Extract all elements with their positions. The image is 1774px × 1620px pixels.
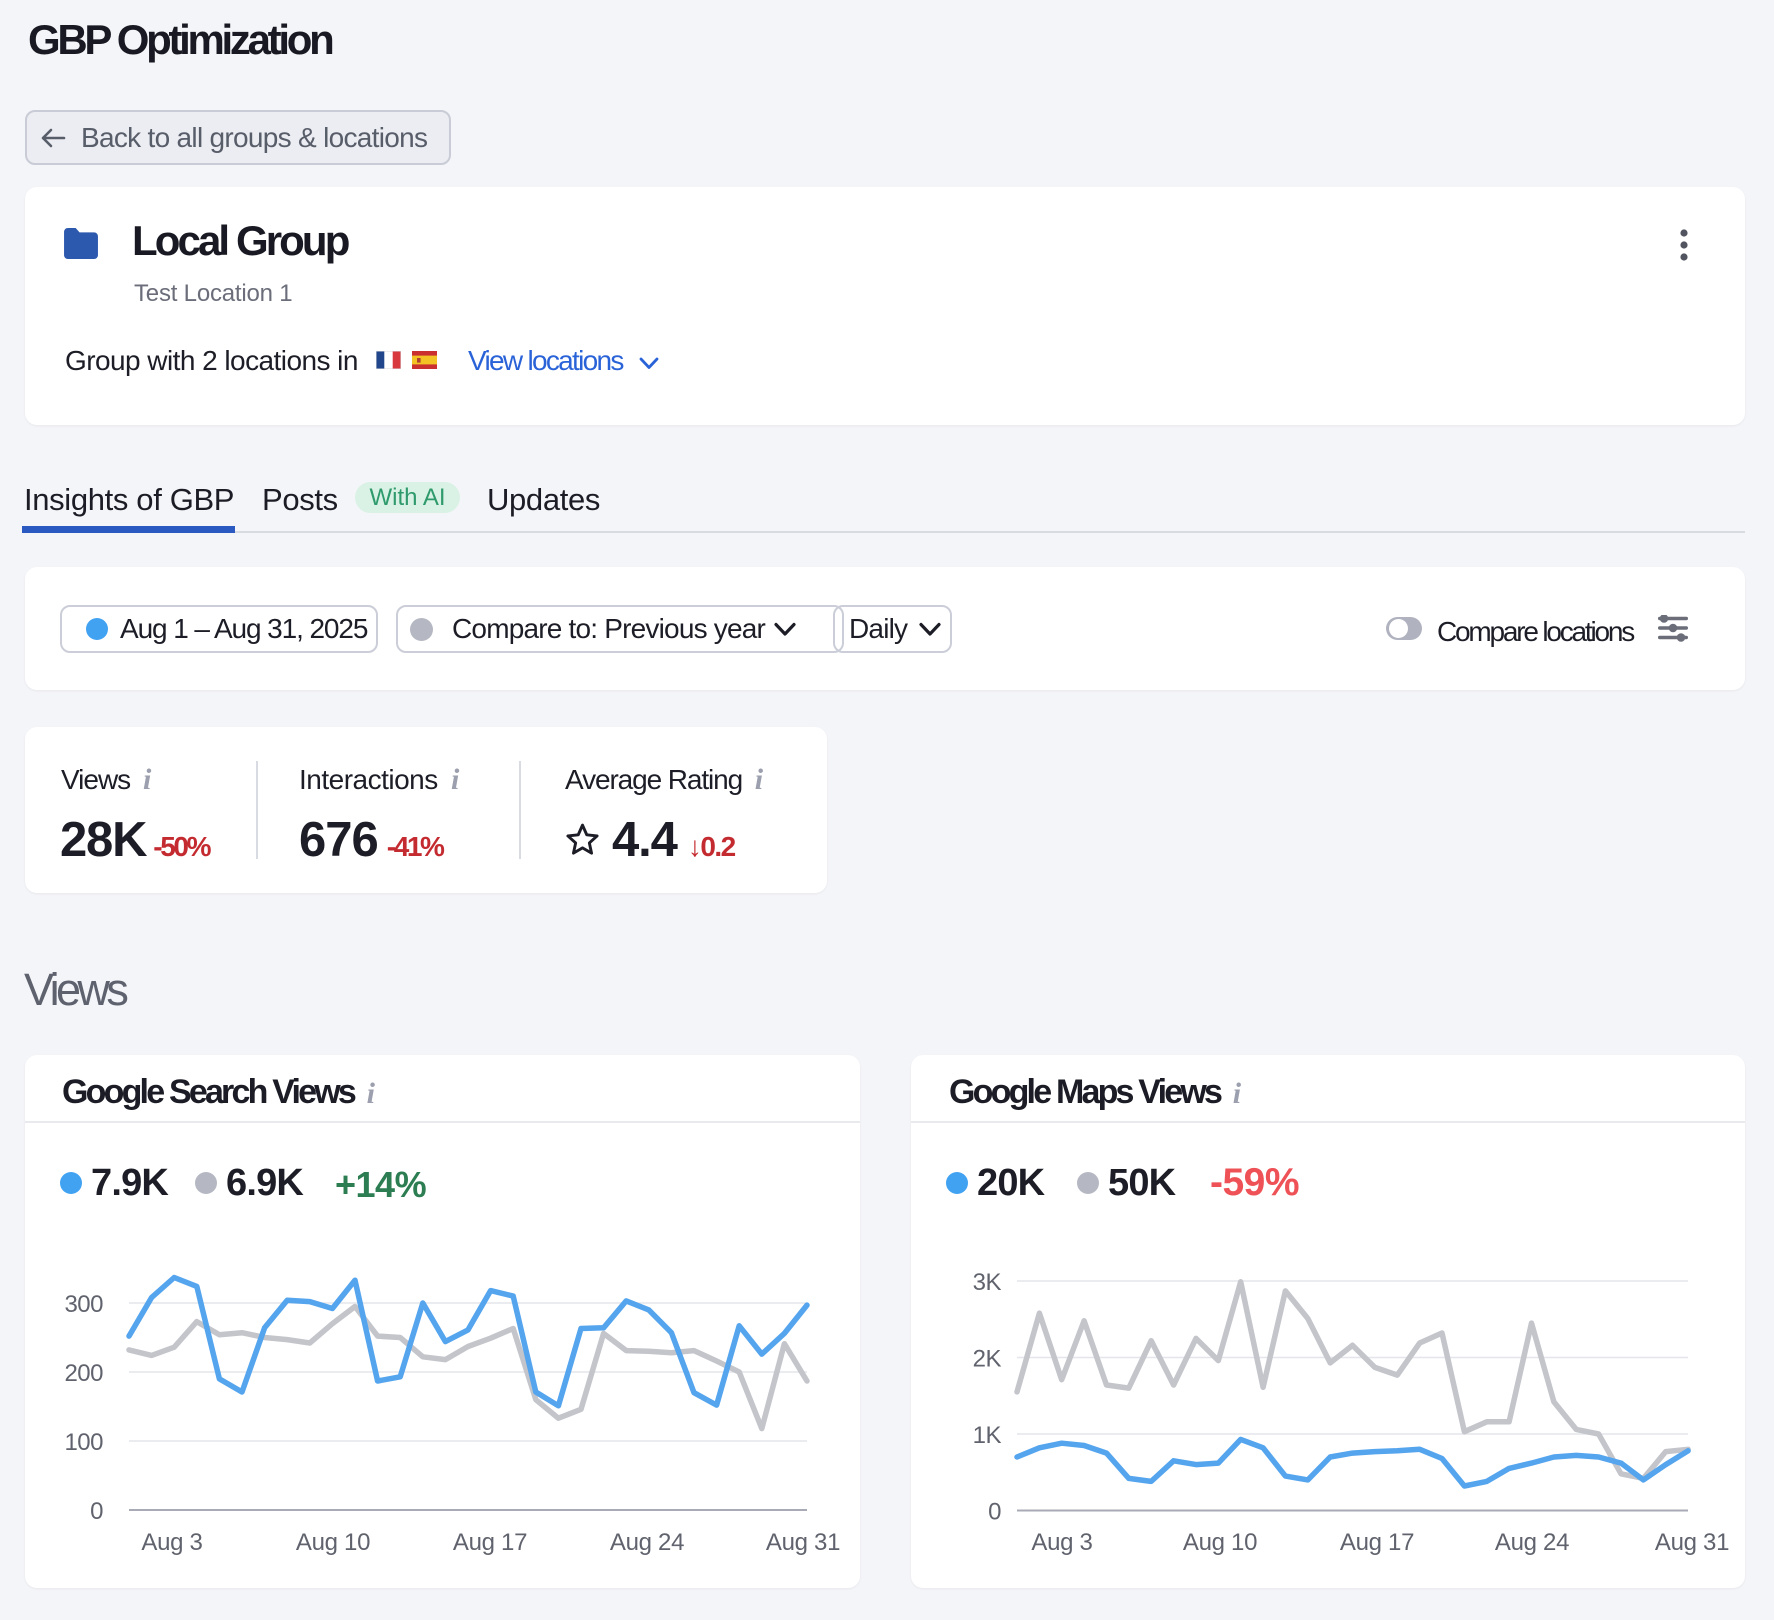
svg-text:Aug 17: Aug 17 (453, 1529, 527, 1556)
svg-text:Aug 3: Aug 3 (1031, 1529, 1092, 1556)
svg-text:Aug 17: Aug 17 (1340, 1529, 1414, 1556)
svg-text:Aug 3: Aug 3 (141, 1529, 202, 1556)
svg-text:300: 300 (64, 1291, 103, 1318)
svg-text:Aug 24: Aug 24 (610, 1529, 684, 1556)
svg-text:200: 200 (64, 1360, 103, 1387)
svg-text:2K: 2K (973, 1346, 1002, 1373)
svg-text:Aug 10: Aug 10 (1183, 1529, 1257, 1556)
svg-text:Aug 31: Aug 31 (1655, 1529, 1729, 1556)
svg-text:Aug 31: Aug 31 (766, 1529, 840, 1556)
svg-text:0: 0 (988, 1499, 1001, 1526)
svg-text:0: 0 (90, 1498, 103, 1525)
svg-text:100: 100 (64, 1429, 103, 1456)
svg-text:3K: 3K (973, 1269, 1002, 1296)
svg-text:Aug 24: Aug 24 (1495, 1529, 1569, 1556)
svg-text:1K: 1K (973, 1422, 1002, 1449)
svg-text:Aug 10: Aug 10 (296, 1529, 370, 1556)
